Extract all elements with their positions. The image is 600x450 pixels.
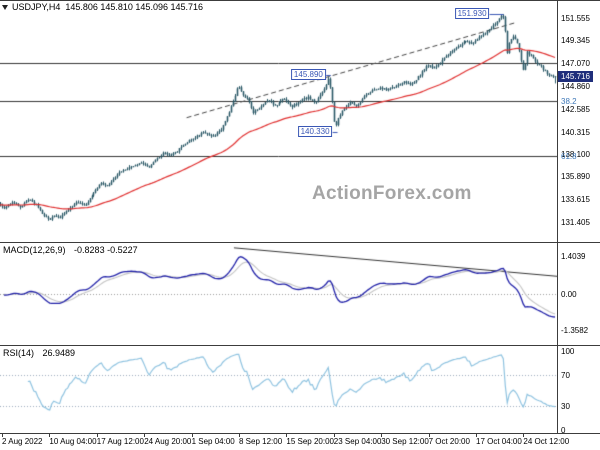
time-axis-tick [2,434,3,437]
time-axis-label: 8 Sep 12:00 [239,437,283,446]
time-axis-tick [286,434,288,437]
price-annotation: 140.330 [297,125,333,137]
time-axis-label: 17 Aug 12:00 [96,437,144,446]
rsi-axis-tick: 70 [561,370,570,380]
panel-divider-macd [0,242,600,243]
price-axis-tick: 147.070 [561,59,590,69]
rsi-axis-tick: 0 [561,426,566,435]
price-axis-tick: 142.585 [561,104,590,114]
time-axis-label: 30 Sep 12:00 [381,437,429,446]
panel-divider-rsi [0,345,600,346]
chart-marker-icon [2,4,8,10]
time-axis-tick [239,434,240,437]
macd-header: MACD(12,26,9) -0.8283 -0.5227 [3,245,144,255]
price-axis-tick: 138.100 [561,150,590,160]
rsi-title: RSI(14) [3,348,35,358]
fib-level-label: 38.2 [561,96,577,106]
time-axis-label: 10 Aug 04:00 [49,437,97,446]
time-axis-tick [381,434,383,437]
axis-divider [557,0,558,433]
price-chart-canvas [0,0,557,242]
price-axis-tick: 144.860 [561,81,590,91]
time-axis-tick [96,434,98,437]
time-axis-tick [49,434,51,437]
time-axis-label: 2 Aug 2022 [2,437,43,446]
price-annotation: 145.890 [290,69,326,81]
chart-legend: USDJPY,H4 145.806 145.810 145.096 145.71… [2,2,208,12]
time-axis-divider [0,433,600,434]
macd-values: -0.8283 -0.5227 [74,245,138,255]
time-axis-label: 7 Oct 20:00 [428,437,470,446]
current-price-tag: 145.716 [558,71,593,83]
time-axis-tick [333,434,335,437]
price-annotation: 151.930 [454,8,490,20]
time-axis-label: 24 Oct 12:00 [523,437,570,446]
time-axis-label: 24 Aug 20:00 [144,437,192,446]
rsi-panel: RSI(14) 26.9489 100 70 30 0 [0,346,600,435]
time-axis-label: 1 Sep 04:00 [191,437,235,446]
time-axis-tick [191,434,193,437]
macd-canvas [0,243,557,345]
macd-axis-tick: 1.4039 [561,252,586,262]
chart-top-border [0,0,600,1]
price-axis-tick: 131.405 [561,217,590,227]
rsi-axis-tick: 100 [561,347,575,356]
macd-panel: MACD(12,26,9) -0.8283 -0.5227 1.4039 0.00… [0,243,600,345]
time-axis-label: 17 Oct 04:00 [476,437,522,446]
price-axis-tick: 133.615 [561,195,590,205]
time-axis-tick [428,434,430,437]
time-axis: 2 Aug 2022 10 Aug 04:00 17 Aug 12:00 24 Aug… [0,434,600,450]
price-axis-tick: 151.555 [561,14,590,24]
time-axis-tick [476,434,477,437]
rsi-axis-tick: 30 [561,402,570,412]
time-axis-tick [523,434,525,437]
macd-axis-tick: -1.3582 [561,326,589,336]
fib-level-label: 61.8 [561,152,577,162]
time-axis-tick [144,434,146,437]
rsi-header: RSI(14) 26.9489 [3,348,81,358]
time-axis-label: 23 Sep 04:00 [333,437,382,446]
price-axis-tick: 135.890 [561,172,590,182]
macd-axis-tick: 0.00 [561,290,577,299]
price-axis-tick: 140.315 [561,127,590,137]
price-panel: ActionForex.com USDJPY,H4 145.806 145.81… [0,0,593,242]
rsi-canvas [0,346,557,433]
time-axis-label: 15 Sep 20:00 [286,437,334,446]
macd-title: MACD(12,26,9) [3,245,66,255]
symbol-timeframe-label: USDJPY,H4 [12,2,61,12]
rsi-values: 26.9489 [42,348,76,358]
ohlc-values: 145.806 145.810 145.096 145.716 [65,2,203,12]
price-axis-tick: 149.345 [561,36,590,46]
